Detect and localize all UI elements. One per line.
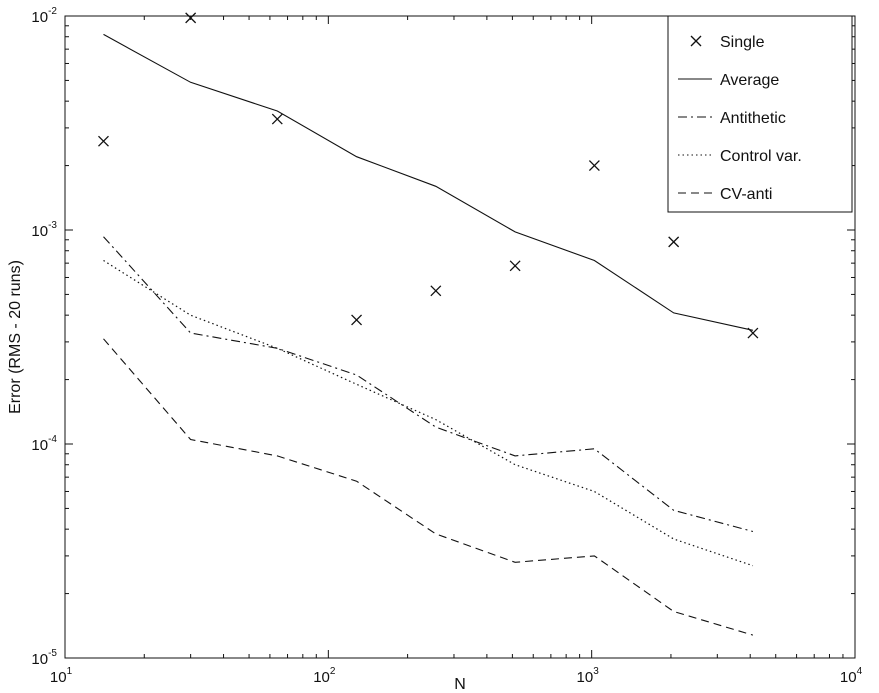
series-line bbox=[103, 259, 754, 567]
y-tick-label: 10-3 bbox=[31, 220, 57, 240]
x-tick-label: 104 bbox=[840, 666, 863, 686]
series-control-var bbox=[103, 259, 754, 567]
x-axis-label: N bbox=[454, 676, 466, 693]
data-point bbox=[588, 160, 600, 172]
series-antithetic bbox=[103, 236, 754, 533]
series-line bbox=[103, 338, 754, 636]
legend: Single Average Antithetic Control var. CV-an… bbox=[667, 15, 853, 213]
y-axis-label: Error (RMS - 20 runs) bbox=[7, 260, 24, 414]
legend-label: Antithetic bbox=[720, 110, 786, 127]
legend-item-cv-anti: CV-anti bbox=[678, 186, 772, 203]
data-point bbox=[271, 113, 283, 125]
plot-area bbox=[64, 15, 856, 659]
series-single bbox=[98, 12, 759, 339]
data-point bbox=[430, 285, 442, 297]
series-average bbox=[103, 33, 754, 331]
series-line bbox=[103, 33, 754, 331]
series-line bbox=[103, 236, 754, 533]
data-point bbox=[351, 314, 363, 326]
legend-marker bbox=[690, 35, 702, 47]
series-cv-anti bbox=[103, 338, 754, 636]
series-layer bbox=[98, 12, 759, 636]
legend-item-average: Average bbox=[678, 72, 779, 89]
x-tick-label: 101 bbox=[50, 666, 73, 686]
data-point bbox=[98, 135, 109, 147]
y-tick-label: 10-2 bbox=[31, 6, 57, 26]
legend-label: CV-anti bbox=[720, 186, 772, 203]
legend-box bbox=[667, 15, 853, 213]
legend-item-antithetic: Antithetic bbox=[678, 110, 786, 127]
legend-item-control-var: Control var. bbox=[678, 148, 802, 165]
data-point bbox=[185, 12, 197, 24]
y-tick-label: 10-5 bbox=[31, 648, 57, 668]
x-tick-label: 103 bbox=[577, 666, 600, 686]
x-tick-label: 102 bbox=[313, 666, 336, 686]
legend-item-single: Single bbox=[690, 34, 765, 51]
data-point bbox=[668, 236, 680, 248]
legend-label: Control var. bbox=[720, 148, 802, 165]
data-point bbox=[509, 260, 521, 272]
legend-label: Average bbox=[720, 72, 779, 89]
axis-ticks: 101 102 103 104 10-5 10-4 10-3 10-2 bbox=[31, 6, 862, 686]
y-tick-label: 10-4 bbox=[31, 434, 57, 454]
legend-label: Single bbox=[720, 34, 765, 51]
